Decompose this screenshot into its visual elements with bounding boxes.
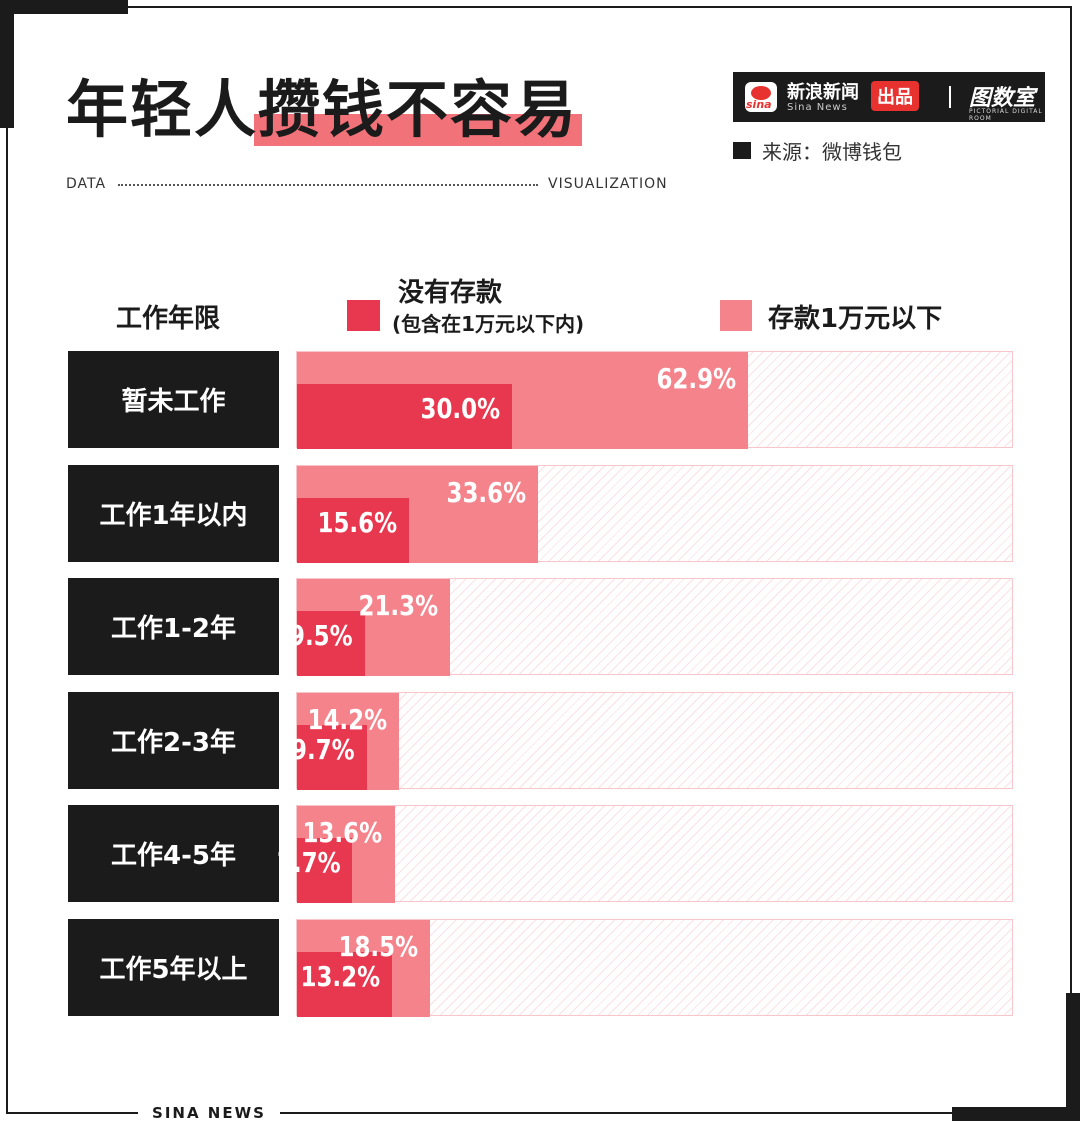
legend-label-no-savings: 没有存款: [398, 278, 503, 308]
bar-track: 21.3% 9.5%: [289, 578, 1013, 676]
brand-separator: [949, 86, 951, 108]
row-header-label: 工作年限: [116, 304, 221, 334]
title-plain: 年轻人: [66, 73, 259, 146]
data-label-under-10k: 18.5%: [338, 930, 418, 963]
page-frame: [6, 6, 1072, 1114]
category-label: 工作1年以内: [68, 465, 279, 562]
bar-track: 62.9% 30.0%: [296, 351, 1013, 449]
produced-badge: 出品: [871, 81, 919, 111]
data-label-no-savings: 30.0%: [420, 392, 501, 425]
studio-logo: 图数室: [969, 86, 1036, 111]
corner-decoration: [952, 1107, 1080, 1121]
footer-text: SINA NEWS: [138, 1105, 280, 1121]
legend-swatch-no-savings: [347, 300, 380, 331]
legend-label-under-10k: 存款1万元以下: [768, 304, 943, 334]
data-label-under-10k: 21.3%: [358, 589, 438, 622]
title-highlight-text: 攒钱不容易: [258, 73, 579, 146]
corner-decoration: [0, 0, 128, 14]
data-label-no-savings: 9.7%: [290, 733, 355, 766]
visualization-label: VISUALIZATION: [548, 176, 668, 192]
title-highlight: 攒钱不容易: [254, 70, 583, 150]
data-label-under-10k: 62.9%: [656, 362, 736, 395]
data-label-no-savings: 13.2%: [300, 960, 380, 993]
bar-no-savings: [297, 725, 367, 790]
category-label: 工作2-3年: [68, 692, 279, 789]
category-label: 工作5年以上: [68, 919, 279, 1016]
data-label-no-savings: 15.6%: [317, 506, 397, 539]
category-label: 工作4-5年: [68, 805, 279, 902]
data-label-under-10k: 13.6%: [302, 816, 383, 849]
page-title: 年轻人攒钱不容易: [66, 70, 583, 150]
data-label-under-10k: 14.2%: [307, 703, 387, 736]
bar-track: 13.6% 7.7%: [277, 805, 1013, 903]
source-square-icon: [733, 142, 751, 159]
bar-no-savings: [297, 611, 366, 676]
legend-note-no-savings: (包含在1万元以下内): [392, 312, 585, 336]
brand-banner: sina 新浪新闻 Sina News 出品 图数室 PICTORIAL DIG…: [733, 72, 1045, 122]
data-label: DATA: [66, 176, 107, 192]
data-label-no-savings: 7.7%: [276, 846, 341, 879]
brand-name-en: Sina News: [787, 102, 848, 113]
dotted-divider: [118, 184, 538, 186]
corner-decoration: [0, 0, 14, 128]
data-label-under-10k: 33.6%: [446, 476, 526, 509]
category-label: 工作1-2年: [68, 578, 279, 675]
brand-name-cn: 新浪新闻: [787, 82, 859, 103]
studio-logo-en: PICTORIAL DIGITAL ROOM: [969, 108, 1043, 122]
source-text: 来源：微博钱包: [762, 140, 902, 164]
category-label: 暂未工作: [68, 351, 279, 448]
data-label-no-savings: 9.5%: [289, 619, 354, 652]
bar-no-savings: [297, 838, 353, 903]
bar-no-savings: [297, 952, 392, 1017]
legend-swatch-under-10k: [720, 300, 752, 331]
bar-track: 14.2% 9.7%: [291, 692, 1013, 790]
bar-no-savings: [297, 384, 513, 449]
sina-logo-icon: sina: [745, 82, 777, 112]
bar-no-savings: [297, 498, 409, 563]
sina-logo-text: sina: [746, 98, 772, 111]
corner-decoration: [1066, 993, 1080, 1121]
bar-track: 33.6% 15.6%: [296, 465, 1013, 563]
bar-track: 18.5% 13.2%: [296, 919, 1013, 1017]
